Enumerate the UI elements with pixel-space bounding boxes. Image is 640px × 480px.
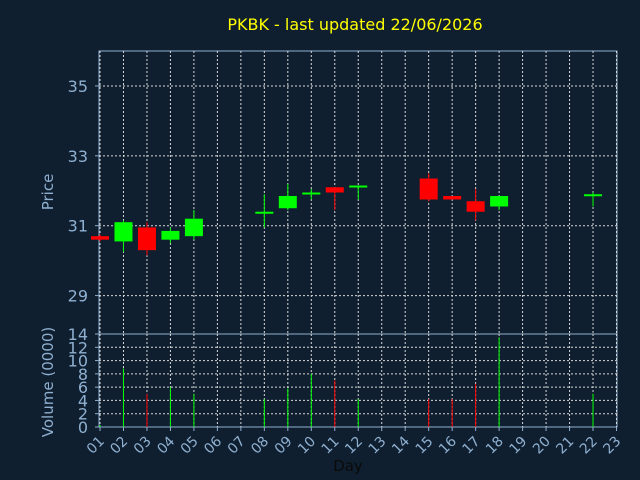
candle-body (584, 194, 603, 197)
price-y-tick-label: 35 (68, 77, 88, 96)
x-axis-label: Day (333, 457, 363, 475)
candle-body (161, 230, 180, 240)
price-panel: 29 31 33 35 Price (39, 50, 618, 335)
x-tick-label: 04 (154, 433, 178, 457)
x-tick-label: 13 (366, 434, 390, 458)
x-tick-label: 22 (577, 434, 601, 458)
x-tick-label: 08 (248, 434, 272, 458)
x-tick-label: 09 (272, 434, 296, 458)
x-tick-label: 17 (460, 434, 484, 458)
x-tick-label: 02 (107, 434, 131, 458)
volume-y-tick-label: 12 (68, 338, 88, 357)
candle-body (278, 195, 297, 209)
volume-y-tick-label: 10 (68, 352, 88, 371)
volume-bars (99, 337, 594, 427)
candle-body (419, 178, 438, 200)
candle-body (466, 201, 485, 212)
price-y-tick-label: 31 (68, 217, 88, 236)
x-tick-label: 21 (553, 434, 577, 458)
x-tick-label: 06 (201, 433, 225, 457)
x-tick-label: 20 (530, 434, 554, 458)
candle-body (490, 195, 509, 207)
price-y-tick-label: 33 (68, 147, 88, 166)
x-tick-label: 19 (506, 434, 530, 458)
x-tick-label: 14 (389, 433, 413, 457)
candle-body (255, 211, 274, 214)
volume-axis-label: Volume (0000) (39, 327, 57, 437)
candle-body (114, 222, 133, 242)
volume-y-tick-label: 4 (78, 391, 88, 410)
volume-y-tick-label: 8 (78, 365, 88, 384)
x-tick-label: 18 (483, 434, 507, 458)
x-tick-label: 10 (295, 434, 319, 458)
day-x-ticks: 01 02 03 04 05 06 07 08 09 10 11 12 13 14 15 16 17 18 19 20… (84, 427, 624, 457)
candle-body (443, 195, 462, 200)
candle-body (302, 192, 321, 195)
candle-body (349, 185, 368, 188)
volume-y-tick-label: 0 (78, 418, 88, 437)
price-axis-label: Price (39, 174, 57, 211)
candle-body (184, 218, 203, 237)
x-tick-label: 07 (225, 434, 249, 458)
x-tick-label: 12 (342, 434, 366, 458)
volume-y-tick-label: 6 (78, 378, 88, 397)
x-tick-label: 15 (413, 434, 437, 458)
x-tick-label: 03 (131, 434, 155, 458)
x-tick-label: 05 (178, 434, 202, 458)
volume-y-tick-label: 2 (78, 405, 88, 424)
x-tick-label: 01 (84, 434, 108, 458)
chart-title: PKBK - last updated 22/06/2026 (227, 15, 482, 34)
x-tick-label: 11 (319, 434, 343, 458)
candle-body (325, 187, 344, 193)
volume-y-tick-label: 14 (68, 325, 88, 344)
x-tick-label: 16 (436, 433, 460, 457)
price-y-tick-label: 29 (68, 287, 88, 306)
candle-body (137, 227, 156, 251)
price-y-ticks: 29 31 33 35 (68, 77, 99, 306)
candle-body (91, 236, 109, 240)
x-tick-label: 23 (600, 434, 624, 458)
candles (91, 173, 603, 256)
